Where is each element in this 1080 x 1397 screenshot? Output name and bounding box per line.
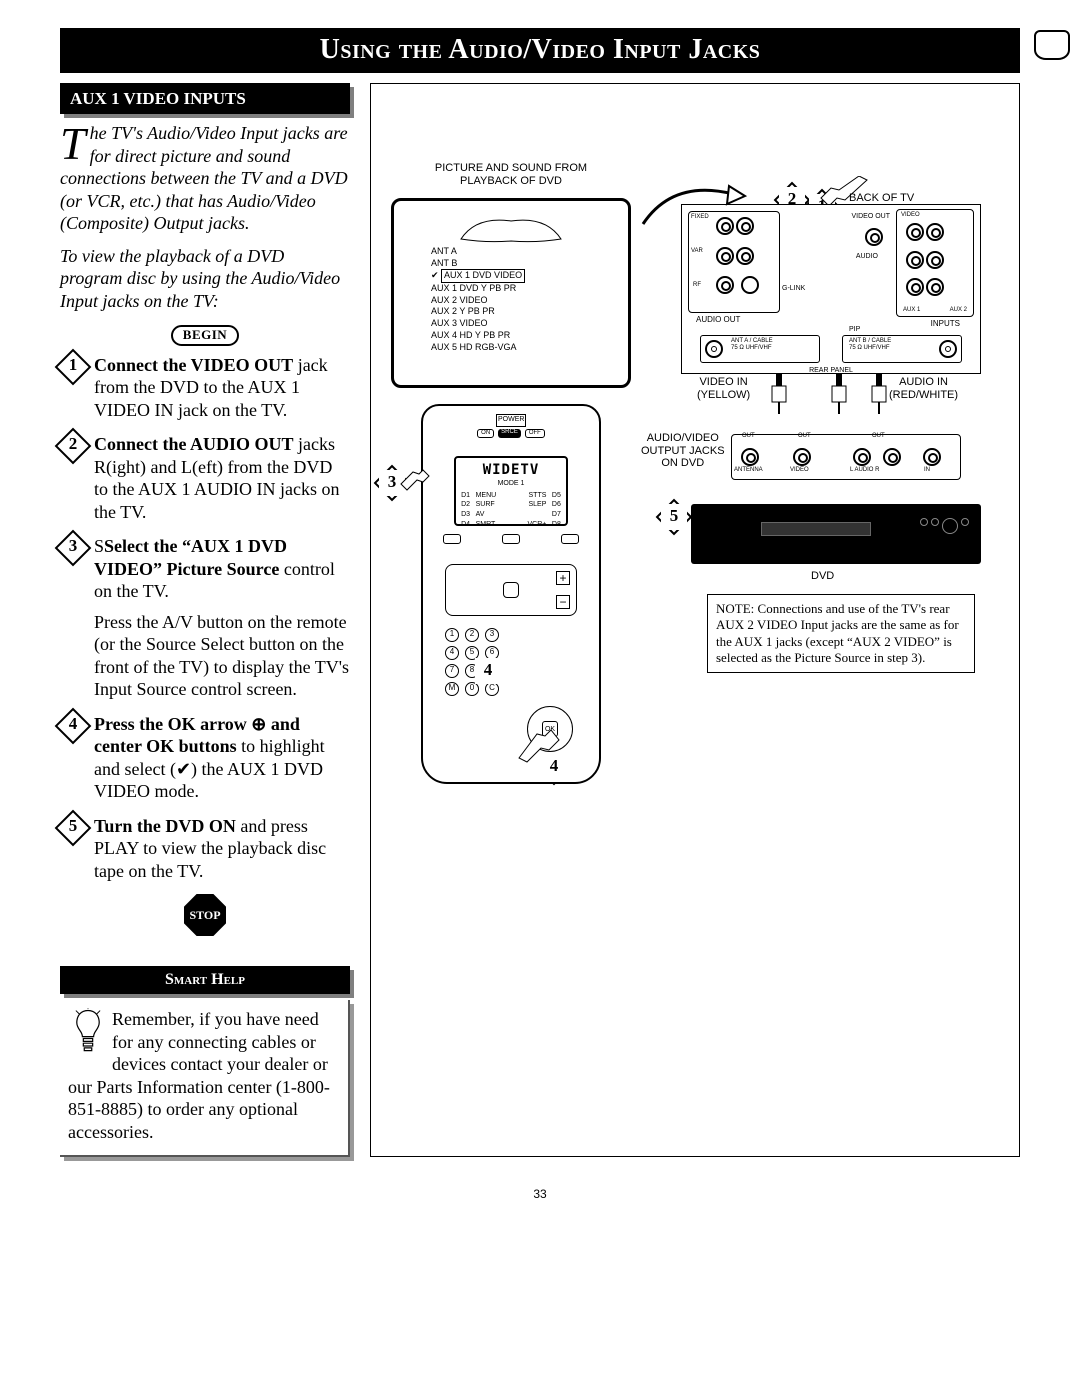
rca-plug-icon [769, 374, 789, 414]
step-3-text: SSelect the “AUX 1 DVD VIDEO” Picture So… [94, 535, 350, 701]
page-title-bar: Using the Audio/Video Input Jacks [60, 28, 1020, 73]
step-1-text: Connect the VIDEO OUT jack from the DVD … [94, 354, 350, 422]
aux1-section-tab: AUX 1 VIDEO INPUTS [60, 83, 350, 114]
dvd-label: DVD [811, 570, 834, 583]
dvd-thumbnail-icon [456, 211, 566, 245]
source-list: ANT A ANT B AUX 1 DVD VIDEO AUX 1 DVD Y … [431, 246, 525, 353]
smart-help-header: Smart Help [60, 966, 350, 994]
step-2-num: 2 [60, 433, 86, 459]
step-4-num: 4 [60, 713, 86, 739]
dvd-player [691, 504, 981, 564]
intro-dropcap: T [60, 122, 90, 163]
main-columns: AUX 1 VIDEO INPUTS T he TV's Audio/Video… [60, 83, 1020, 1157]
left-column: AUX 1 VIDEO INPUTS T he TV's Audio/Video… [60, 83, 350, 1157]
diagram-caption: PICTURE AND SOUND FROM PLAYBACK OF DVD [421, 162, 601, 187]
step-3-extra: Press the A/V button on the remote (or t… [94, 611, 350, 701]
remote-lcd: WIDETV MODE 1 D1MENUSTTSD5 D2SURFSLEPD6 … [454, 456, 569, 526]
callout-4a: 4 [475, 658, 501, 684]
rca-plug-icon [829, 374, 849, 414]
step-1: 1 Connect the VIDEO OUT jack from the DV… [60, 354, 350, 422]
stop-badge: STOP [60, 894, 350, 936]
begin-label: BEGIN [171, 325, 239, 345]
stop-label: STOP [184, 894, 226, 936]
intro-paragraph-2: To view the playback of a DVD program di… [60, 245, 350, 313]
note-box: NOTE: Connections and use of the TV's re… [707, 594, 975, 673]
lightbulb-icon [68, 1008, 108, 1062]
step-1-num: 1 [60, 354, 86, 380]
intro-body: he TV's Audio/Video Input jacks are for … [60, 123, 348, 233]
step-5-num: 5 [60, 815, 86, 841]
step-2: 2 Connect the AUDIO OUT jacks R(ight) an… [60, 433, 350, 523]
video-in-label: VIDEO IN (YELLOW) [697, 376, 750, 401]
step-4-text: Press the OK arrow ⊕ and center OK butto… [94, 713, 350, 803]
intro-paragraph: T he TV's Audio/Video Input jacks are fo… [60, 122, 350, 235]
tv-corner-icon [1034, 30, 1070, 60]
back-of-tv-label: BACK OF TV [849, 192, 914, 205]
diagram-panel: PICTURE AND SOUND FROM PLAYBACK OF DVD A… [370, 83, 1020, 1157]
rca-plug-icon [869, 374, 889, 414]
hand-icon [515, 724, 565, 764]
smart-help-box: Remember, if you have need for any conne… [60, 1000, 350, 1157]
step-3: 3 SSelect the “AUX 1 DVD VIDEO” Picture … [60, 535, 350, 701]
audio-in-label: AUDIO IN (RED/WHITE) [889, 376, 958, 401]
dvd-output-jacks: OUT ANTENNA OUT VIDEO OUT L AUDIO R IN [731, 434, 961, 480]
step-3-num: 3 [60, 535, 86, 561]
arrow-icon [633, 174, 753, 234]
step-5: 5 Turn the DVD ON and press PLAY to view… [60, 815, 350, 883]
hand-icon [399, 464, 435, 492]
callout-5: 5 [661, 504, 687, 530]
page-title: Using the Audio/Video Input Jacks [320, 34, 761, 65]
power-label: POWER [496, 414, 526, 427]
step-2-text: Connect the AUDIO OUT jacks R(ight) and … [94, 433, 350, 523]
page-number: 33 [60, 1187, 1020, 1202]
begin-badge: BEGIN [60, 322, 350, 345]
step-5-text: Turn the DVD ON and press PLAY to view t… [94, 815, 350, 883]
remote-control: POWER ON SRCE OFF WIDETV MODE 1 D1MENUST… [421, 404, 601, 784]
dvd-jacks-label: AUDIO/VIDEO OUTPUT JACKS ON DVD [641, 432, 725, 470]
step-4: 4 Press the OK arrow ⊕ and center OK but… [60, 713, 350, 803]
